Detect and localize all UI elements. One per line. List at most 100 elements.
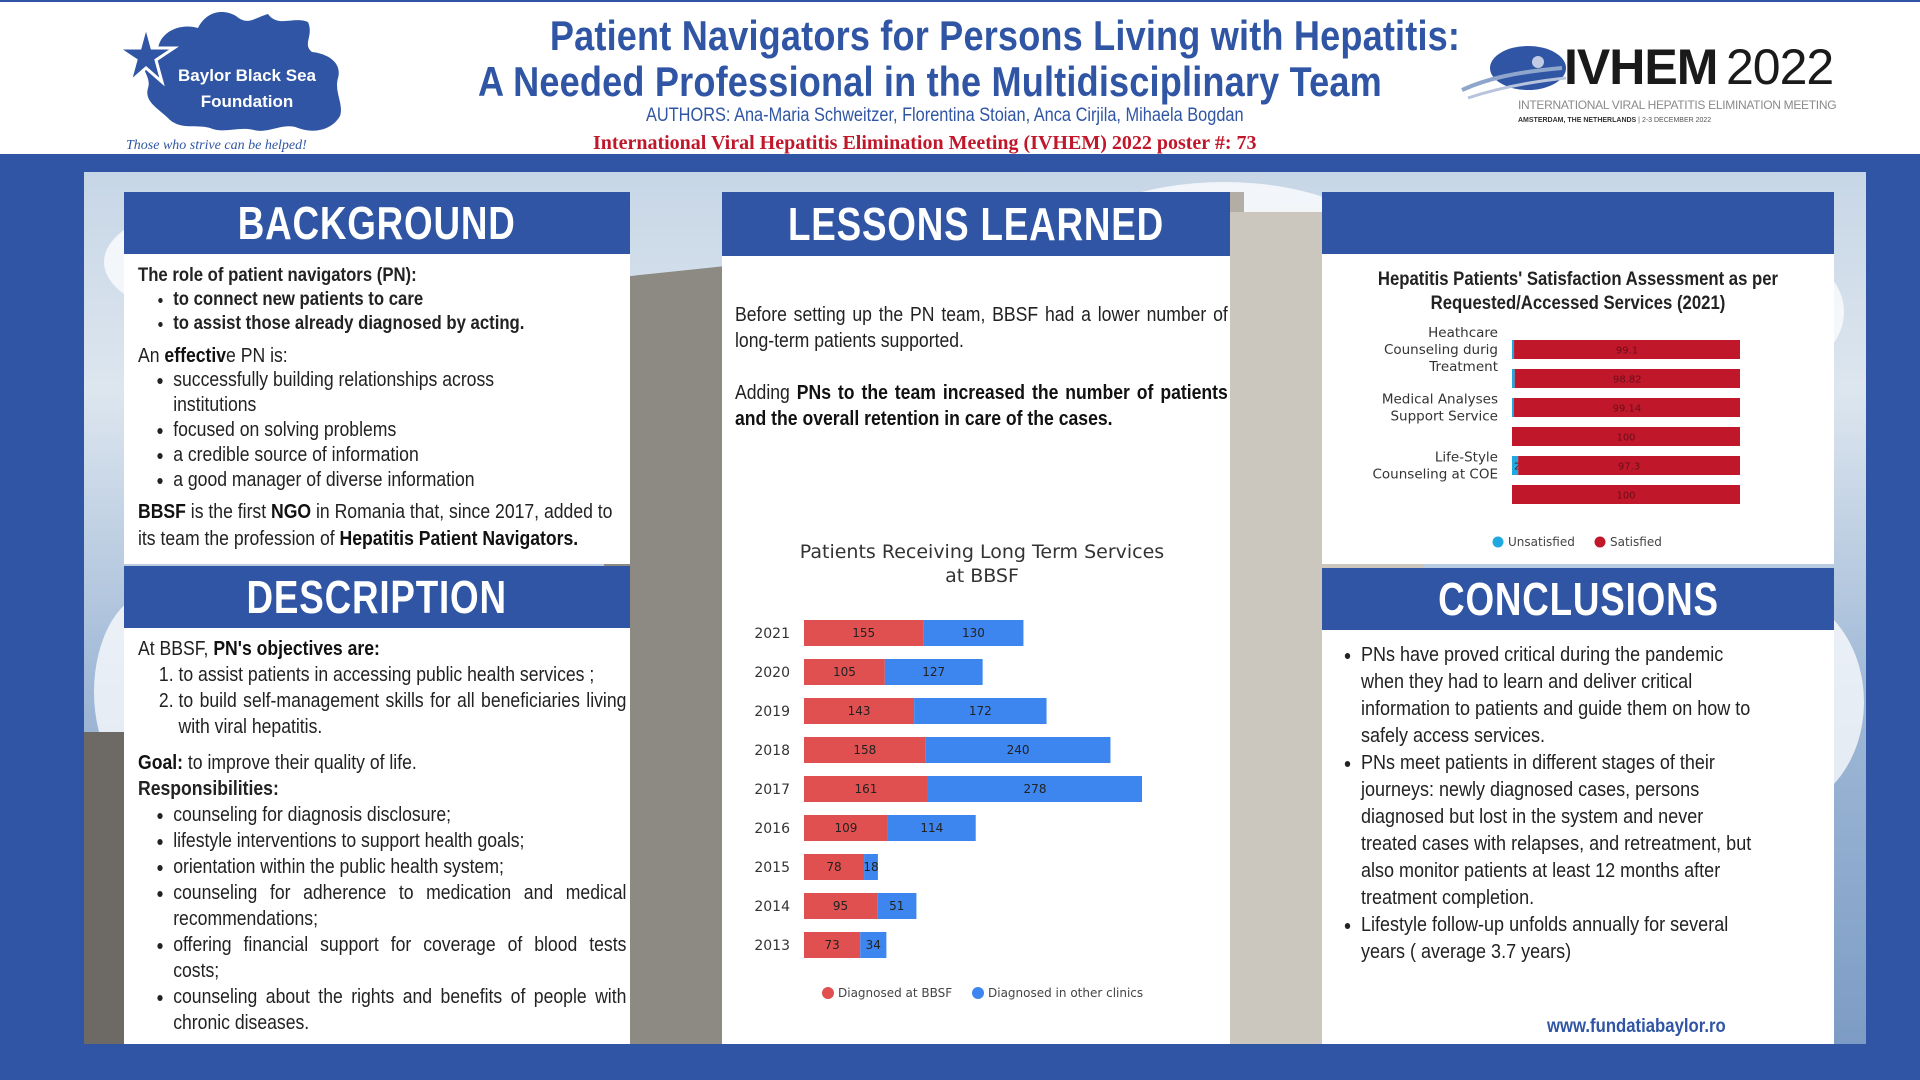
bar-value-label: 161: [855, 782, 878, 796]
responsibility-item: counseling for adherence to medication a…: [173, 880, 626, 932]
bar-diagnosed-other: [887, 815, 976, 841]
objective-item: to build self-management skills for all …: [178, 688, 626, 740]
year-label: 2016: [754, 821, 790, 837]
conclusions-heading: CONCLUSIONS: [1322, 568, 1834, 630]
logo-tagline: Those who strive can be helped!: [126, 138, 307, 153]
category-label: Treatment: [1428, 359, 1498, 375]
bar-diagnosed-other: [864, 854, 878, 880]
legend-dot-satisfied: [1594, 536, 1606, 548]
category-label: Support Service: [1390, 409, 1498, 425]
description-heading: DESCRIPTION: [124, 566, 630, 628]
bar-diagnosed-other: [914, 698, 1047, 724]
category-label: Counseling at COE: [1373, 467, 1499, 483]
bar-unsatisfied: [1512, 398, 1514, 417]
conclusions-list: PNs have proved critical during the pand…: [1334, 642, 1757, 966]
responsibility-item: lifestyle interventions to support healt…: [173, 828, 626, 854]
legend-label: Satisfied: [1610, 535, 1662, 549]
bar-diagnosed-bbsf: [804, 737, 926, 763]
category-label: Heathcare: [1428, 325, 1498, 341]
year-label: 2014: [754, 899, 790, 915]
responsibility-item: counseling about the rights and benefits…: [173, 984, 626, 1036]
year-label: 2018: [754, 743, 790, 759]
lessons-panel: LESSONS LEARNED Before setting up the PN…: [722, 192, 1230, 1044]
effective-item: successfully building relationships acro…: [173, 368, 525, 418]
bar-value-label: 172: [969, 704, 992, 718]
bar-satisfied: [1514, 340, 1740, 359]
lessons-paragraph-1: Before setting up the PN team, BBSF had …: [735, 304, 1228, 352]
role-item: to connect new patients to care: [173, 288, 626, 312]
goal-line: Goal: to improve their quality of life.: [138, 752, 417, 774]
responsibility-item: counseling for diagnosis disclosure;: [173, 802, 626, 828]
legend-label: Unsatisfied: [1508, 535, 1575, 549]
bar-diagnosed-bbsf: [804, 893, 878, 919]
bar-satisfied: [1514, 369, 1740, 388]
background-panel: BACKGROUND The role of patient navigator…: [124, 192, 630, 564]
satisfaction-panel: Hepatitis Patients' Satisfaction Assessm…: [1322, 192, 1834, 564]
bar-value-label: 98.82: [1613, 375, 1642, 386]
background-heading: BACKGROUND: [124, 192, 630, 254]
legend-dot-unsatisfied: [1492, 536, 1504, 548]
bar-value-label: 100: [1616, 433, 1635, 444]
year-label: 2013: [754, 938, 790, 954]
poster-title-line1: Patient Navigators for Persons Living wi…: [549, 12, 1461, 59]
poster-header: Baylor Black Sea Foundation Those who st…: [0, 0, 1920, 154]
logo-name-line1: Baylor Black Sea: [178, 66, 316, 85]
bar-diagnosed-bbsf: [804, 854, 865, 880]
effective-item: a credible source of information: [173, 443, 626, 468]
bar-diagnosed-bbsf: [804, 815, 888, 841]
objectives-list: to assist patients in accessing public h…: [138, 662, 626, 740]
responsibilities-title: Responsibilities:: [138, 778, 279, 800]
satisfaction-heading-bar: [1322, 192, 1834, 254]
conclusions-panel: CONCLUSIONS PNs have proved critical dur…: [1322, 568, 1834, 1044]
category-label: Life-Style: [1435, 450, 1498, 466]
bar-diagnosed-bbsf: [804, 932, 861, 958]
bar-diagnosed-bbsf: [804, 620, 924, 646]
satisfaction-chart-title: Hepatitis Patients' Satisfaction Assessm…: [1377, 269, 1779, 314]
website-link[interactable]: www.fundatiabaylor.ro: [1547, 1016, 1726, 1037]
meeting-line: International Viral Hepatitis Eliminatio…: [593, 132, 1257, 154]
bar-value-label: 95: [833, 899, 848, 913]
bar-value-label: 158: [853, 743, 876, 757]
bar-satisfied: [1518, 456, 1740, 475]
bar-satisfied: [1512, 427, 1740, 446]
bar-diagnosed-other: [877, 893, 917, 919]
conclusion-item: PNs have proved critical during the pand…: [1361, 642, 1757, 750]
year-label: 2020: [754, 665, 790, 681]
bar-value-label: 109: [835, 821, 858, 835]
bar-unsatisfied: [1512, 369, 1515, 388]
ivhem-logo: IVHEM 2022 INTERNATIONAL VIRAL HEPATITIS…: [1458, 32, 1837, 132]
lessons-paragraph-2: Adding PNs to the team increased the num…: [735, 382, 1228, 430]
bar-value-label: 130: [962, 626, 985, 640]
year-label: 2021: [754, 626, 790, 642]
year-label: 2019: [754, 704, 790, 720]
role-item: to assist those already diagnosed by act…: [173, 312, 626, 336]
long-term-services-chart: 2021 155 130 2020 105 127 2019 143 172 2018 158 240…: [754, 620, 1143, 1000]
bar-value-label: 99.1: [1616, 346, 1638, 357]
bar-diagnosed-bbsf: [804, 776, 928, 802]
star-icon: [118, 20, 179, 87]
category-label: Counseling durig: [1384, 342, 1498, 358]
effective-item: focused on solving problems: [173, 418, 626, 443]
role-list: to connect new patients to care to assis…: [138, 288, 626, 336]
bar-value-label: 155: [852, 626, 875, 640]
bar-diagnosed-other: [925, 737, 1111, 763]
conclusion-item: Lifestyle follow-up unfolds annually for…: [1361, 912, 1757, 966]
bar-satisfied: [1513, 398, 1740, 417]
bar-unsatisfied: [1512, 456, 1519, 475]
legend-label: Diagnosed at BBSF: [838, 986, 952, 1000]
bar-diagnosed-other: [860, 932, 887, 958]
bar-diagnosed-bbsf: [804, 698, 915, 724]
responsibilities-list: counseling for diagnosis disclosure; lif…: [138, 802, 626, 1036]
conclusion-item: PNs meet patients in different stages of…: [1361, 750, 1757, 912]
bar-value-label: 99.14: [1613, 404, 1642, 415]
long-term-chart-title: Patients Receiving Long Term Services at …: [799, 541, 1165, 587]
responsibility-item: offering financial support for coverage …: [173, 932, 626, 984]
bar-value-label: 78: [826, 860, 841, 874]
bar-value-label: 34: [866, 938, 881, 952]
black-sea-map-icon: [118, 12, 341, 131]
globe-swoosh-icon: [1461, 46, 1567, 100]
ivhem-subtitle: INTERNATIONAL VIRAL HEPATITIS ELIMINATIO…: [1518, 98, 1837, 112]
role-title: The role of patient navigators (PN):: [138, 265, 417, 286]
bar-value-label: 73: [824, 938, 839, 952]
bbsf-statement: BBSF is the first NGO in Romania that, s…: [138, 501, 613, 550]
